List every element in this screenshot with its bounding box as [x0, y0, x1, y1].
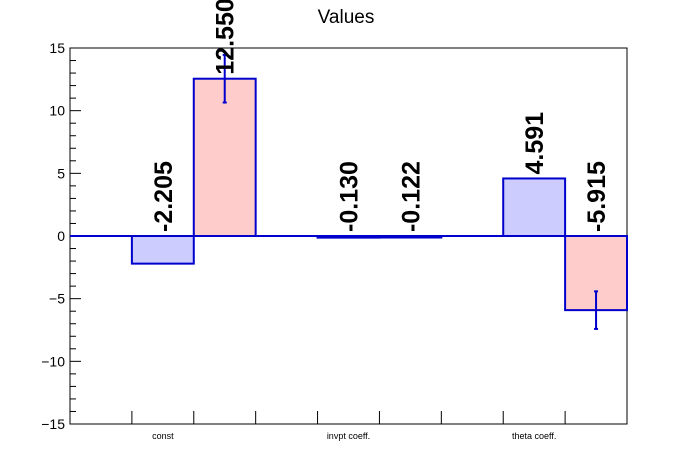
value-label: 12.550: [212, 0, 240, 75]
x-tick-label: invpt coeff.: [327, 431, 370, 441]
value-label: 4.591: [521, 112, 549, 175]
bar-s1-2: [502, 177, 567, 238]
value-label: -0.122: [397, 161, 425, 232]
x-tick-label: const: [152, 431, 174, 441]
y-tick-label: 5: [57, 165, 65, 181]
x-tick-label: theta coeff.: [512, 431, 556, 441]
y-tick-label: −10: [41, 353, 65, 369]
value-label: -5.915: [583, 161, 611, 232]
bar-s1-0: [130, 235, 195, 265]
y-tick-label: 10: [49, 103, 65, 119]
y-tick-label: 0: [57, 228, 65, 244]
chart-title: Values: [318, 7, 375, 28]
value-label: -2.205: [150, 161, 178, 232]
y-tick-label: −5: [49, 291, 65, 307]
value-label: -0.130: [336, 161, 364, 232]
y-tick-label: −15: [41, 416, 65, 432]
y-tick-label: 15: [49, 40, 65, 56]
